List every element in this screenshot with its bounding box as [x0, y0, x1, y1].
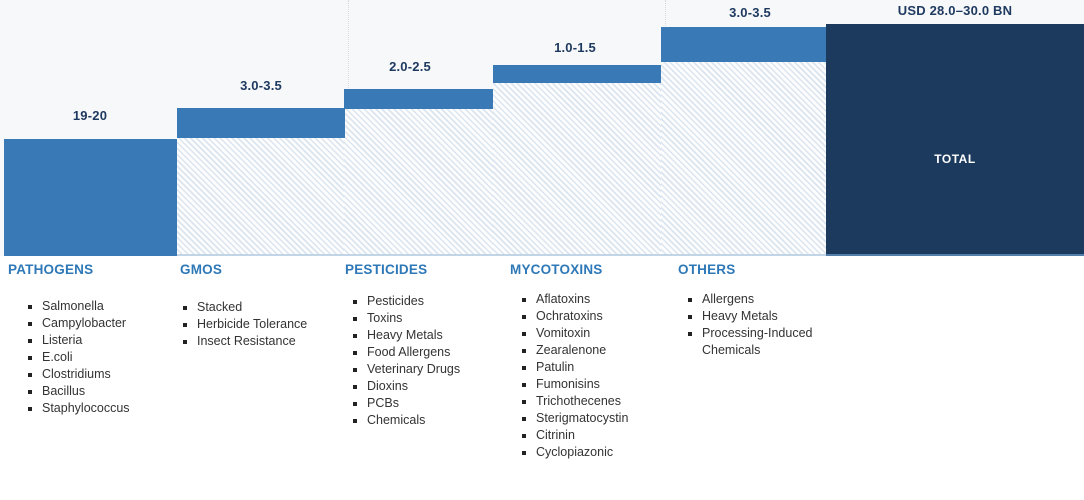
legend-column-mycotoxins: MYCOTOXINS Aflatoxins Ochratoxins Vomito…	[510, 262, 628, 461]
value-label-mycotoxins: 1.0-1.5	[554, 40, 596, 55]
waterfall-chart-area: TOTAL 19-20 3.0-3.5 2.0-2.5 1.0-1.5 3.0-…	[4, 0, 1084, 256]
value-label-pesticides: 2.0-2.5	[389, 59, 431, 74]
column-header-pathogens: PATHOGENS	[8, 262, 94, 277]
legend-column-others: OTHERS Allergens Heavy Metals Processing…	[678, 262, 838, 359]
list-item: Listeria	[28, 332, 130, 349]
list-item: Citrinin	[522, 427, 628, 444]
bar-total: TOTAL	[826, 24, 1084, 256]
value-label-gmos: 3.0-3.5	[240, 78, 282, 93]
list-item: Vomitoxin	[522, 325, 628, 342]
bar-others	[661, 27, 826, 62]
list-item: Chemicals	[353, 412, 460, 429]
list-item: Food Allergens	[353, 344, 460, 361]
list-item: Sterigmatocystin	[522, 410, 628, 427]
list-item: Cyclopiazonic	[522, 444, 628, 461]
list-item: Veterinary Drugs	[353, 361, 460, 378]
pathogens-list: Salmonella Campylobacter Listeria E.coli…	[28, 298, 130, 417]
list-item: Zearalenone	[522, 342, 628, 359]
gmos-list: Stacked Herbicide Tolerance Insect Resis…	[183, 299, 307, 350]
total-bar-label: TOTAL	[934, 152, 976, 166]
list-item: Clostridiums	[28, 366, 130, 383]
value-label-others: 3.0-3.5	[729, 5, 771, 20]
list-item: Bacillus	[28, 383, 130, 400]
list-item: Patulin	[522, 359, 628, 376]
list-item: Campylobacter	[28, 315, 130, 332]
hatch-area-gmos	[177, 138, 345, 256]
list-item: Heavy Metals	[353, 327, 460, 344]
value-label-total: USD 28.0–30.0 BN	[897, 3, 1013, 18]
list-item: Allergens	[688, 291, 833, 308]
column-header-others: OTHERS	[678, 262, 736, 277]
bar-gmos	[177, 108, 345, 138]
bar-pesticides	[344, 89, 493, 109]
hatch-area-others	[661, 62, 826, 256]
list-item: Heavy Metals	[688, 308, 833, 325]
column-header-mycotoxins: MYCOTOXINS	[510, 262, 603, 277]
legend-column-pesticides: PESTICIDES Pesticides Toxins Heavy Metal…	[345, 262, 460, 429]
list-item: Pesticides	[353, 293, 460, 310]
legend-column-gmos: GMOS Stacked Herbicide Tolerance Insect …	[180, 262, 307, 350]
value-label-pathogens: 19-20	[72, 108, 108, 123]
hatch-area-mycotoxins	[493, 83, 661, 256]
legend-column-pathogens: PATHOGENS Salmonella Campylobacter Liste…	[8, 262, 130, 417]
column-header-gmos: GMOS	[180, 262, 223, 277]
vertical-guide-line	[665, 0, 666, 26]
mycotoxins-list: Aflatoxins Ochratoxins Vomitoxin Zearale…	[522, 291, 628, 461]
vertical-guide-line	[348, 0, 349, 88]
list-item: Staphylococcus	[28, 400, 130, 417]
segment-legend-area: PATHOGENS Salmonella Campylobacter Liste…	[0, 256, 1084, 500]
list-item: Stacked	[183, 299, 307, 316]
list-item: PCBs	[353, 395, 460, 412]
list-item: Trichothecenes	[522, 393, 628, 410]
column-header-pesticides: PESTICIDES	[345, 262, 428, 277]
list-item: Salmonella	[28, 298, 130, 315]
bar-pathogens	[4, 139, 177, 256]
list-item: Aflatoxins	[522, 291, 628, 308]
list-item: Ochratoxins	[522, 308, 628, 325]
list-item: Dioxins	[353, 378, 460, 395]
list-item: Fumonisins	[522, 376, 628, 393]
list-item: Insect Resistance	[183, 333, 307, 350]
list-item: E.coli	[28, 349, 130, 366]
list-item: Herbicide Tolerance	[183, 316, 307, 333]
others-list: Allergens Heavy Metals Processing-Induce…	[688, 291, 833, 359]
bar-mycotoxins	[493, 65, 661, 83]
pesticides-list: Pesticides Toxins Heavy Metals Food Alle…	[353, 293, 460, 429]
list-item: Toxins	[353, 310, 460, 327]
hatch-area-pesticides	[344, 109, 493, 256]
list-item: Processing-Induced Chemicals	[688, 325, 833, 359]
